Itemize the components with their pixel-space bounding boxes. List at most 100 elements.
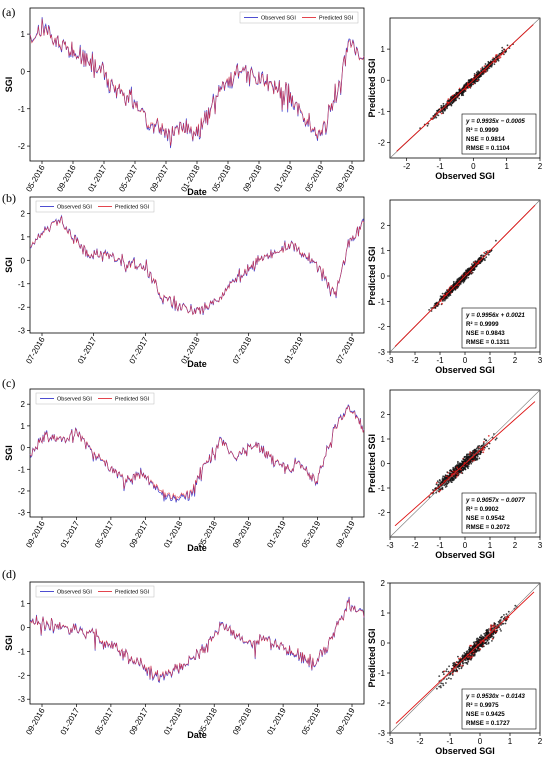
- scatter-point: [482, 442, 485, 445]
- scatter-point: [419, 127, 421, 129]
- stats-line: NSE = 0.9425: [466, 711, 505, 718]
- scatter-point: [442, 294, 445, 297]
- scatter-point: [447, 475, 450, 478]
- scatter-point: [451, 289, 454, 292]
- scatter-point: [486, 69, 489, 72]
- y-tick-label: -1: [18, 647, 26, 656]
- x-tick-label: 01-2019: [272, 163, 295, 193]
- scatter-point: [495, 239, 497, 242]
- scatter-point: [450, 104, 452, 106]
- scatter-point: [489, 60, 492, 63]
- legend-observed-label: Observed SGI: [57, 397, 92, 403]
- scatter-point: [472, 83, 475, 85]
- scatter-point: [489, 627, 492, 630]
- stats-line: R² = 0.9902: [466, 506, 499, 513]
- scatter-point: [452, 466, 455, 469]
- scatter-point: [497, 58, 499, 60]
- y-tick-label: 0: [381, 639, 386, 648]
- scatter-point: [471, 270, 473, 272]
- scatter-point: [466, 269, 468, 272]
- scatter-point: [451, 102, 454, 104]
- y-axis-label: SGI: [4, 635, 14, 651]
- scatter-point: [501, 46, 504, 49]
- y-tick-label: 0: [21, 623, 26, 632]
- scatter-point: [460, 93, 463, 96]
- scatter-point: [492, 625, 494, 628]
- scatter-point: [476, 637, 479, 640]
- scatter-point: [488, 447, 490, 450]
- scatter-point: [474, 74, 477, 77]
- scatter-point: [445, 475, 448, 478]
- scatter-point: [440, 296, 443, 299]
- scatter-point: [494, 60, 497, 62]
- x-tick-label: 2: [513, 541, 518, 550]
- scatter-point: [507, 610, 510, 613]
- stats-line: NSE = 0.9843: [466, 330, 505, 337]
- scatter-point: [436, 110, 439, 113]
- scatter-point: [468, 657, 470, 660]
- scatter-point: [501, 615, 503, 618]
- scatter-point: [475, 260, 478, 263]
- scatter-point: [441, 480, 444, 483]
- scatter-point: [487, 642, 490, 645]
- scatter-point: [435, 483, 438, 486]
- x-tick-label: 09-2019: [334, 163, 357, 193]
- y-tick-label: -1: [378, 484, 386, 493]
- scatter-point: [502, 53, 505, 55]
- y-tick-label: 2: [21, 209, 26, 218]
- y-tick-label: 0: [21, 256, 26, 265]
- scatter-point: [485, 637, 488, 640]
- y-tick-label: -1: [18, 105, 26, 114]
- scatter-point: [499, 628, 502, 630]
- scatter-point: [456, 473, 459, 476]
- scatter-point: [441, 488, 444, 491]
- scatter-point: [432, 489, 434, 491]
- scatter-point: [467, 467, 469, 470]
- scatter-point: [464, 654, 466, 656]
- y-tick-label: -2: [378, 323, 386, 332]
- legend-box: [35, 200, 155, 213]
- scatter-point: [450, 287, 452, 290]
- scatter-point: [484, 252, 487, 255]
- scatter-point: [443, 475, 446, 478]
- legend-predicted-label: Predicted SGI: [115, 397, 150, 403]
- scatter-point: [451, 97, 454, 100]
- scatter-point: [477, 642, 480, 644]
- x-tick-label: 01-2018: [162, 519, 185, 549]
- scatter-point: [484, 642, 486, 645]
- scatter-point: [500, 630, 502, 632]
- scatter-point: [491, 64, 493, 66]
- scatter-point: [443, 478, 445, 481]
- scatter-point: [455, 92, 458, 95]
- stats-line: NSE = 0.9814: [466, 136, 505, 143]
- scatter-point: [467, 276, 470, 279]
- scatter-point: [451, 479, 454, 482]
- scatter-point: [437, 303, 440, 306]
- x-tick-label: -3: [386, 356, 394, 365]
- x-tick-label: 2: [513, 356, 518, 365]
- scatter-point: [447, 295, 450, 297]
- y-axis-label: Predicted SGI: [367, 58, 377, 117]
- scatter-point: [477, 452, 480, 455]
- scatter-point: [473, 457, 476, 460]
- panel-label: (d): [2, 567, 16, 581]
- scatter-point: [503, 48, 506, 51]
- stats-line: R² = 0.9975: [466, 702, 499, 709]
- x-tick-label: 09-2017: [128, 519, 151, 549]
- scatter-point: [492, 636, 495, 638]
- scatter-point: [490, 629, 492, 632]
- x-tick-label: 07-2019: [334, 335, 357, 365]
- scatter-point: [457, 655, 459, 658]
- y-axis-label: SGI: [4, 257, 14, 273]
- scatter-point: [461, 278, 464, 281]
- scatter-point: [459, 462, 462, 465]
- scatter-point: [487, 628, 490, 630]
- scatter-point: [467, 461, 470, 464]
- scatter-point: [484, 259, 486, 262]
- y-tick-label: -1: [18, 465, 26, 474]
- x-tick-label: -1: [436, 162, 444, 171]
- scatter-point: [441, 671, 444, 673]
- scatter-point: [472, 268, 474, 271]
- x-tick-label: 1: [488, 356, 493, 365]
- scatter-point: [446, 290, 449, 293]
